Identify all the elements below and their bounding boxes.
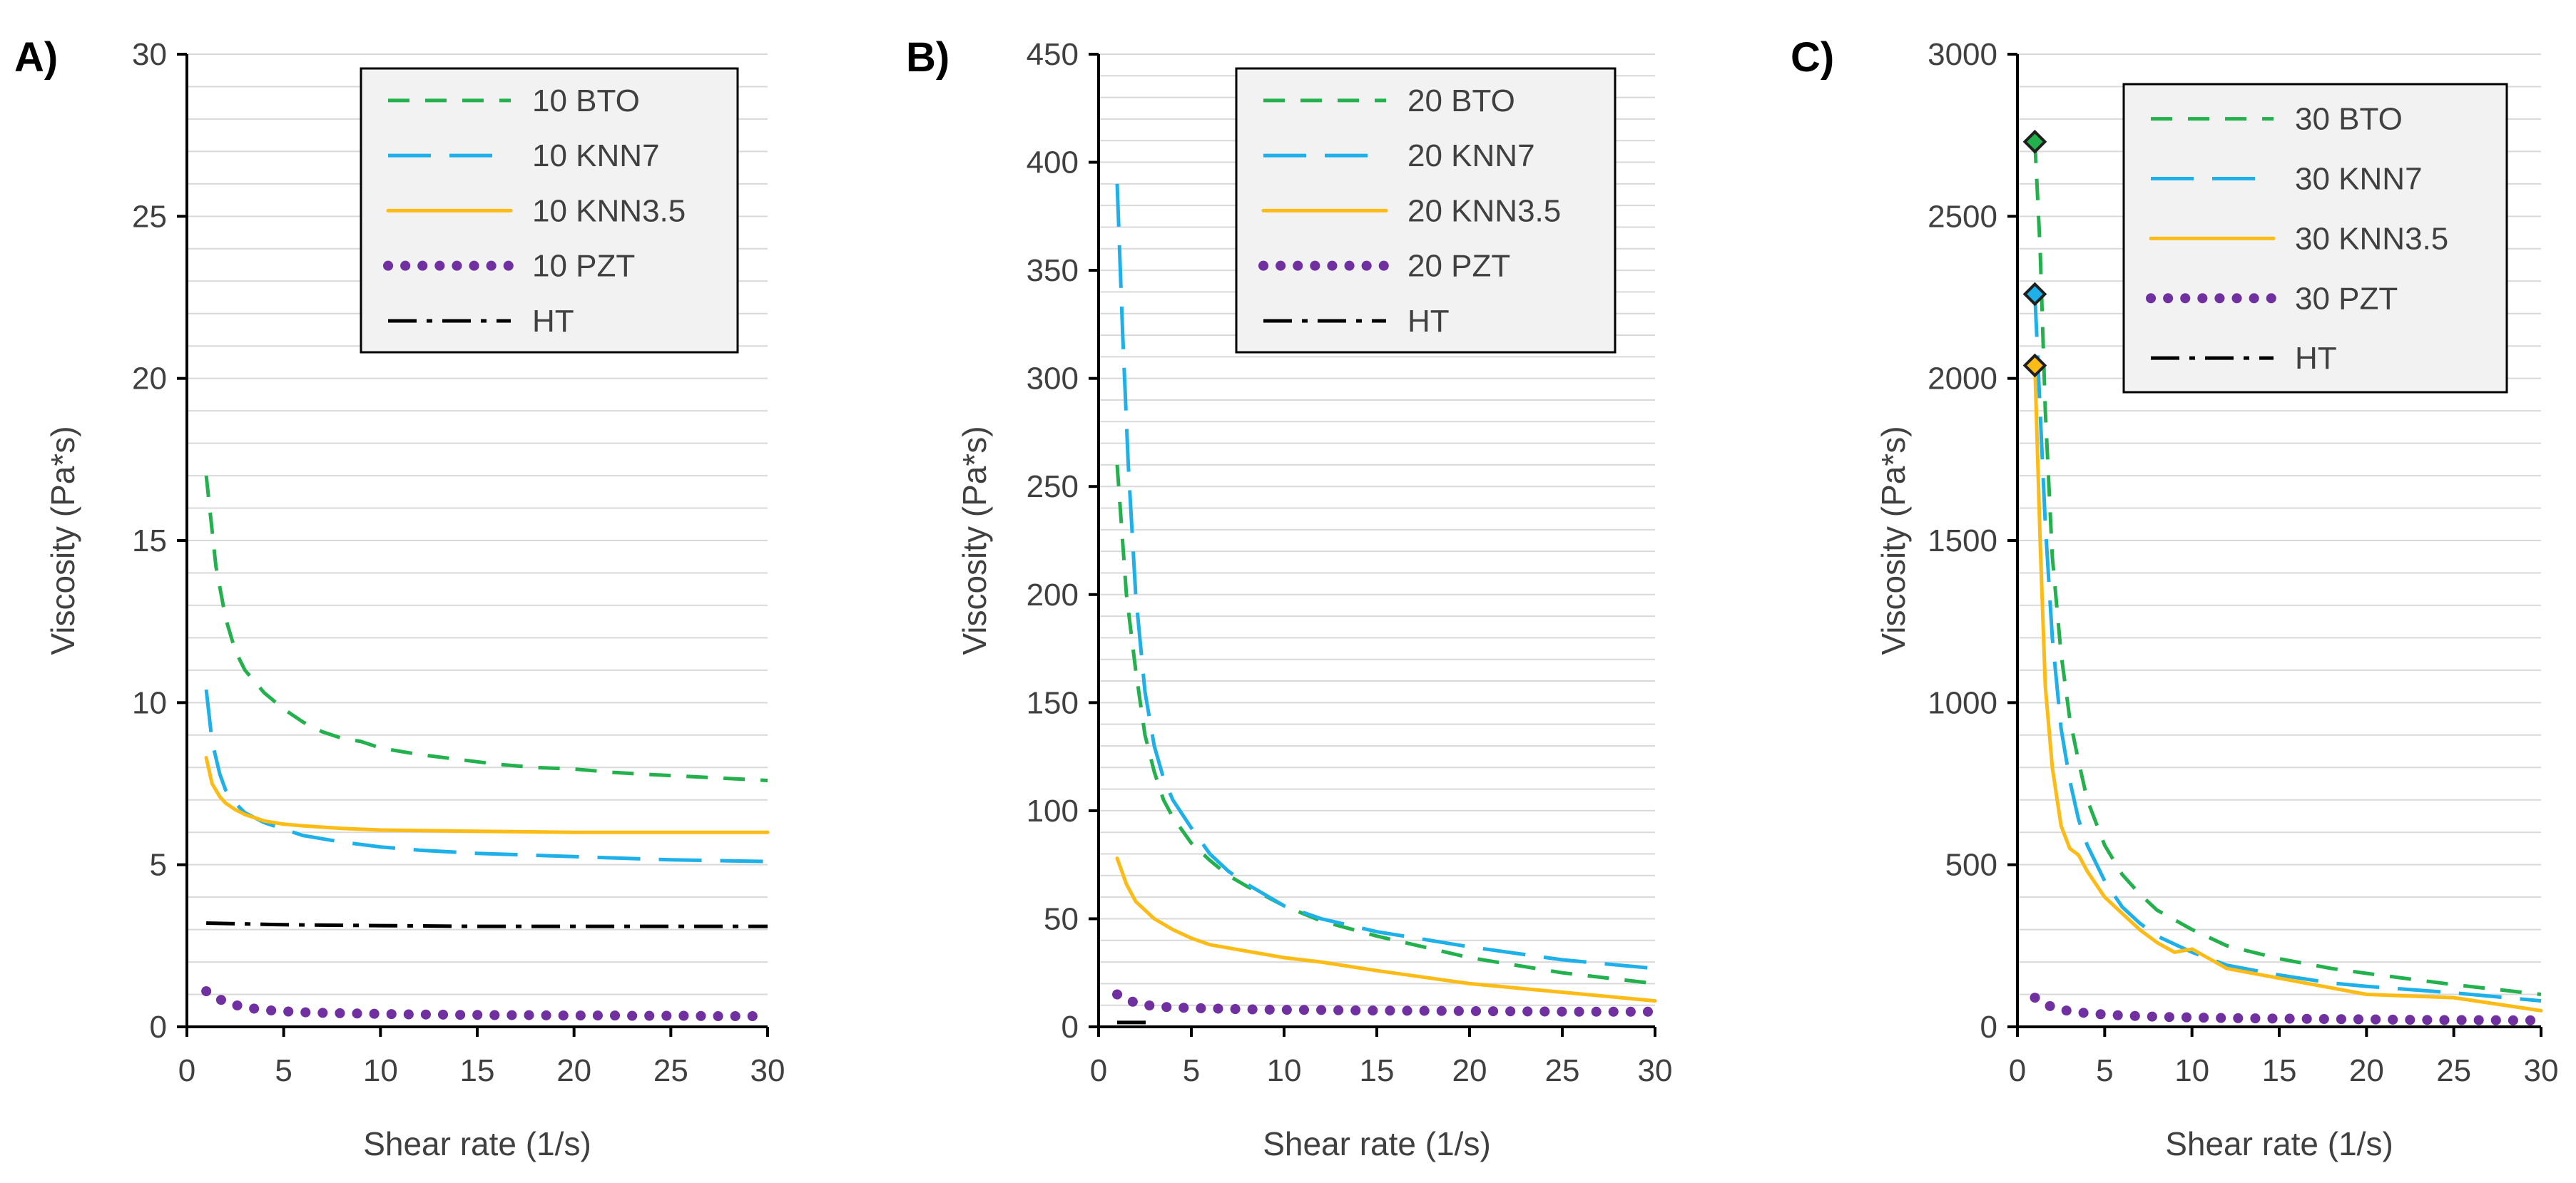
x-tick-label: 10	[1267, 1053, 1302, 1088]
series-line-30knn7	[2033, 294, 2542, 1003]
data-point-marker	[2022, 353, 2047, 378]
y-tick-label: 0	[150, 1010, 167, 1045]
x-tick-label: 30	[1638, 1053, 1673, 1088]
panel-label: C)	[1791, 34, 1834, 81]
x-tick-label: 20	[2349, 1053, 2384, 1088]
legend-label: 30 KNN3.5	[2295, 221, 2448, 256]
y-tick-label: 350	[1027, 253, 1079, 288]
x-tick-label: 15	[1360, 1053, 1395, 1088]
legend-label: 20 BTO	[1407, 83, 1515, 118]
x-tick-label: 20	[1452, 1053, 1487, 1088]
x-tick-label: 0	[178, 1053, 195, 1088]
y-tick-label: 450	[1027, 37, 1079, 72]
legend: 10 BTO 10 KNN7 10 KNN3.5 10 PZT HT	[360, 67, 739, 354]
x-tick-label: 10	[2174, 1053, 2209, 1088]
series-line-20bto	[1115, 464, 1656, 985]
x-tick-label: 20	[556, 1053, 591, 1088]
series-line-20pzt	[1112, 989, 1660, 1017]
legend-label: 20 KNN7	[1407, 138, 1535, 173]
x-tick-label: 25	[1545, 1053, 1580, 1088]
series-line-30pzt	[2030, 993, 2546, 1025]
x-axis-title: Shear rate (1/s)	[2165, 1125, 2393, 1162]
legend-label: HT	[1407, 304, 1450, 339]
y-tick-label: 30	[132, 37, 167, 72]
panel-label: A)	[14, 34, 58, 81]
y-tick-label: 200	[1027, 578, 1079, 613]
y-tick-label: 25	[132, 199, 167, 234]
y-tick-label: 150	[1027, 685, 1079, 720]
data-point-marker	[2022, 129, 2047, 154]
y-tick-label: 0	[1062, 1010, 1079, 1045]
legend: 30 BTO 30 KNN7 30 KNN3.5 30 PZT HT	[2122, 83, 2508, 394]
y-tick-label: 0	[1980, 1010, 1997, 1045]
x-tick-label: 25	[653, 1053, 688, 1088]
x-tick-label: 30	[2524, 1053, 2559, 1088]
x-axis-title: Shear rate (1/s)	[1263, 1125, 1491, 1162]
x-tick-label: 15	[2262, 1053, 2297, 1088]
y-tick-label: 400	[1027, 145, 1079, 180]
y-tick-label: 300	[1027, 362, 1079, 396]
y-tick-label: 1000	[1928, 685, 1997, 720]
series-line-30knn3-5	[2033, 364, 2543, 1013]
series-line-10knn7	[204, 689, 768, 864]
data-point-marker	[2022, 282, 2047, 307]
y-tick-label: 1500	[1928, 523, 1997, 558]
series-line-20knn3-5	[1115, 856, 1657, 1003]
legend-label: HT	[532, 304, 574, 339]
series-line-30bto	[2033, 141, 2542, 996]
legend-label: HT	[2295, 341, 2337, 376]
panel-c: 0 500 1000 1500 2000 2500 3000 0 5 10 15 20 25 30 Shea…	[1791, 34, 2558, 1162]
y-tick-label: 2500	[1928, 199, 1997, 234]
y-tick-label: 100	[1027, 794, 1079, 829]
series-line-20knn7	[1115, 183, 1656, 971]
legend-label: 10 BTO	[532, 83, 640, 118]
x-tick-label: 30	[750, 1053, 785, 1088]
y-tick-label: 500	[1945, 848, 1997, 883]
x-tick-label: 15	[460, 1053, 495, 1088]
legend-label: 10 PZT	[532, 249, 635, 284]
series-line-10knn3-5	[204, 756, 770, 834]
y-axis-title: Viscosity (Pa*s)	[1875, 426, 1912, 655]
y-tick-label: 50	[1044, 901, 1079, 936]
x-tick-label: 5	[1183, 1053, 1200, 1088]
legend-label: 10 KNN7	[532, 138, 660, 173]
y-tick-label: 20	[132, 362, 167, 396]
y-axis-title: Viscosity (Pa*s)	[956, 426, 993, 655]
series-line-10bto	[204, 475, 768, 782]
legend-label: 20 KNN3.5	[1407, 193, 1561, 228]
legend: 20 BTO 20 KNN7 20 KNN3.5 20 PZT HT	[1235, 67, 1617, 354]
legend-label: 30 BTO	[2295, 102, 2403, 137]
panel-b: 0 50 100 150 200 250 300 350 400 450 0 5 10 15 20 25 30 S…	[906, 34, 1672, 1162]
y-tick-label: 5	[150, 848, 167, 883]
y-tick-label: 10	[132, 685, 167, 720]
y-tick-label: 3000	[1928, 37, 1997, 72]
x-tick-label: 5	[2096, 1053, 2113, 1088]
panel-a: 0 5 10 15 20 25 30 0 5 10 15 20 25 30 Shear rate (1/s)…	[14, 34, 785, 1162]
x-tick-label: 5	[275, 1053, 292, 1088]
legend-label: 30 KNN7	[2295, 162, 2423, 197]
y-axis-title: Viscosity (Pa*s)	[44, 426, 81, 655]
legend-label: 30 PZT	[2295, 281, 2398, 316]
series-line-ht	[206, 921, 768, 928]
x-axis-title: Shear rate (1/s)	[363, 1125, 591, 1162]
x-tick-label: 0	[1090, 1053, 1107, 1088]
legend-label: 10 KNN3.5	[532, 193, 686, 228]
y-tick-label: 2000	[1928, 362, 1997, 396]
x-tick-label: 25	[2436, 1053, 2471, 1088]
legend-label: 20 PZT	[1407, 249, 1510, 284]
x-tick-label: 0	[2009, 1053, 2026, 1088]
panel-label: B)	[906, 34, 950, 81]
y-tick-label: 15	[132, 523, 167, 558]
x-tick-label: 10	[363, 1053, 398, 1088]
y-tick-label: 250	[1027, 469, 1079, 504]
